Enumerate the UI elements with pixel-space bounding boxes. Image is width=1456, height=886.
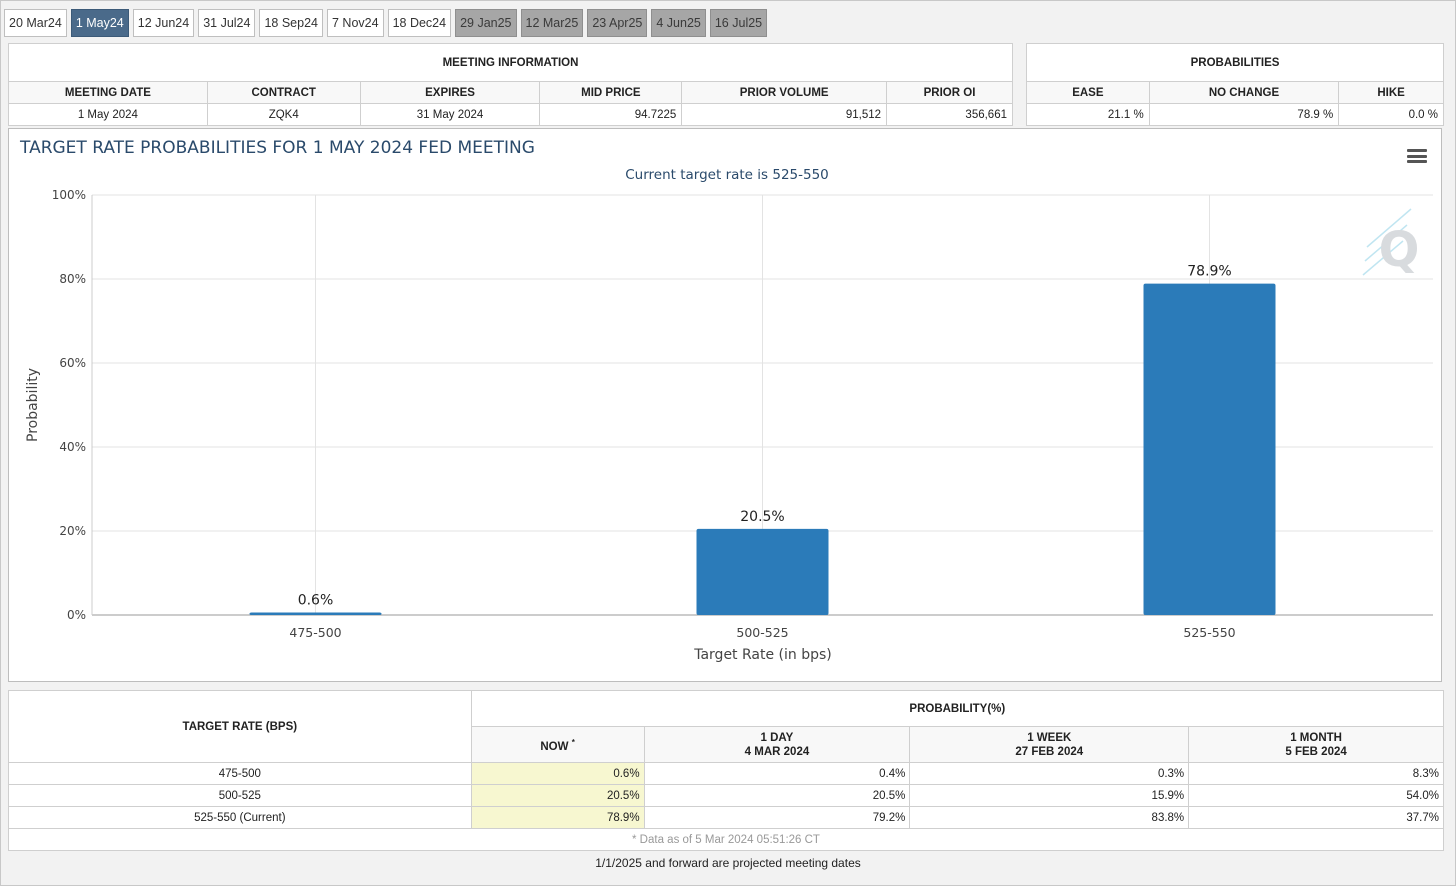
quikstrike-logo: Q [1362, 208, 1420, 278]
x-tick-label: 525-550 [1183, 625, 1235, 640]
bar [696, 528, 829, 615]
y-tick-label: 40% [59, 440, 86, 454]
one-month-cell: 8.3% [1188, 762, 1444, 785]
chart-menu-icon[interactable] [1407, 149, 1427, 163]
data-label: 78.9% [1187, 264, 1231, 280]
col-hike: HIKE [1338, 81, 1444, 104]
table-row: 525-550 (Current) 78.9% 79.2% 83.8% 37.7… [8, 806, 1444, 829]
y-tick-label: 0% [67, 608, 86, 622]
x-axis-title: Target Rate (in bps) [693, 647, 832, 663]
chart-bars: 0.6% 20.5% 78.9% [249, 264, 1276, 615]
no-change-value: 78.9 % [1148, 103, 1340, 126]
x-tick-label: 475-500 [289, 625, 341, 640]
probability-header: PROBABILITY(%) [470, 690, 1445, 727]
col-prior-volume: PRIOR VOLUME [681, 81, 888, 104]
one-week-cell: 83.8% [909, 806, 1190, 829]
col-1-week: 1 WEEK 27 FEB 2024 [909, 726, 1190, 763]
now-cell: 0.6% [470, 762, 645, 785]
data-label: 20.5% [740, 509, 784, 525]
chart-subtitle: Current target rate is 525-550 [625, 167, 829, 183]
rate-cell: 525-550 (Current) [8, 806, 472, 829]
one-month-cell: 37.7% [1188, 806, 1444, 829]
col-no-change: NO CHANGE [1148, 81, 1340, 104]
contract-value: ZQK4 [206, 103, 361, 126]
meeting-info-title: MEETING INFORMATION [8, 43, 1013, 82]
one-day-cell: 20.5% [643, 784, 911, 807]
col-now: NOW * [470, 726, 645, 763]
mid-price-value: 94.7225 [539, 103, 683, 126]
col-meeting-date: MEETING DATE [8, 81, 208, 104]
ease-value: 21.1 % [1026, 103, 1150, 126]
x-tick-label: 500-525 [736, 625, 788, 640]
y-axis-title: Probability [25, 368, 41, 442]
meeting-tabs: 20 Mar24 1 May24 12 Jun24 31 Jul24 18 Sep24 7… [4, 9, 768, 37]
probability-table: TARGET RATE (BPS) PROBABILITY(%) NOW * 1… [8, 690, 1445, 851]
tab-meeting[interactable]: 31 Jul24 [198, 9, 256, 37]
chart-title: TARGET RATE PROBABILITIES FOR 1 MAY 2024… [19, 138, 535, 158]
meeting-date-value: 1 May 2024 [8, 103, 208, 126]
one-month-cell: 54.0% [1188, 784, 1444, 807]
tab-meeting[interactable]: 29 Jan25 [455, 9, 517, 37]
x-axis-ticks: 475-500 500-525 525-550 [289, 625, 1235, 640]
one-day-cell: 0.4% [643, 762, 911, 785]
table-row: 475-500 0.6% 0.4% 0.3% 8.3% [8, 762, 1444, 785]
hike-value: 0.0 % [1338, 103, 1444, 126]
col-expires: EXPIRES [359, 81, 541, 104]
probabilities-title: PROBABILITIES [1026, 43, 1444, 82]
y-tick-label: 100% [52, 188, 86, 202]
y-axis-ticks: 0% 20% 40% 60% 80% 100% [52, 188, 86, 622]
target-rate-chart: TARGET RATE PROBABILITIES FOR 1 MAY 2024… [8, 128, 1442, 682]
bar [1143, 283, 1276, 615]
tab-meeting[interactable]: 7 Nov24 [327, 9, 384, 37]
prior-oi-value: 356,661 [886, 103, 1013, 126]
rate-cell: 500-525 [8, 784, 472, 807]
tab-meeting[interactable]: 23 Apr25 [587, 9, 648, 37]
one-day-cell: 79.2% [643, 806, 911, 829]
one-week-cell: 0.3% [909, 762, 1190, 785]
table-row: 500-525 20.5% 20.5% 15.9% 54.0% [8, 784, 1444, 807]
rate-cell: 475-500 [8, 762, 472, 785]
prior-volume-value: 91,512 [681, 103, 888, 126]
bar [249, 612, 382, 615]
tab-meeting[interactable]: 12 Jun24 [132, 9, 195, 37]
target-rate-header: TARGET RATE (BPS) [8, 690, 472, 763]
svg-text:Q: Q [1379, 222, 1420, 278]
data-label: 0.6% [298, 592, 334, 608]
now-cell: 78.9% [470, 806, 645, 829]
y-tick-label: 20% [59, 524, 86, 538]
tab-meeting[interactable]: 16 Jul25 [709, 9, 768, 37]
tab-meeting[interactable]: 4 Jun25 [651, 9, 706, 37]
col-contract: CONTRACT [206, 81, 361, 104]
y-tick-label: 60% [59, 356, 86, 370]
meeting-info-table: MEETING INFORMATION MEETING DATE CONTRAC… [8, 43, 1013, 126]
col-ease: EASE [1026, 81, 1150, 104]
expires-value: 31 May 2024 [359, 103, 541, 126]
tab-meeting[interactable]: 18 Sep24 [259, 9, 323, 37]
col-prior-oi: PRIOR OI [886, 81, 1013, 104]
now-cell: 20.5% [470, 784, 645, 807]
data-as-of-note: * Data as of 5 Mar 2024 05:51:26 CT [8, 828, 1444, 851]
col-mid-price: MID PRICE [539, 81, 683, 104]
tab-meeting[interactable]: 1 May24 [70, 9, 129, 37]
y-tick-label: 80% [59, 272, 86, 286]
one-week-cell: 15.9% [909, 784, 1190, 807]
tab-meeting[interactable]: 20 Mar24 [4, 9, 67, 37]
tab-meeting[interactable]: 12 Mar25 [520, 9, 584, 37]
probabilities-table: PROBABILITIES EASE NO CHANGE HIKE 21.1 %… [1026, 43, 1444, 126]
chart-svg: TARGET RATE PROBABILITIES FOR 1 MAY 2024… [19, 138, 1433, 663]
projected-dates-note: 1/1/2025 and forward are projected meeti… [595, 856, 861, 870]
col-1-day: 1 DAY 4 MAR 2024 [643, 726, 911, 763]
tab-meeting[interactable]: 18 Dec24 [387, 9, 452, 37]
col-1-month: 1 MONTH 5 FEB 2024 [1188, 726, 1444, 763]
